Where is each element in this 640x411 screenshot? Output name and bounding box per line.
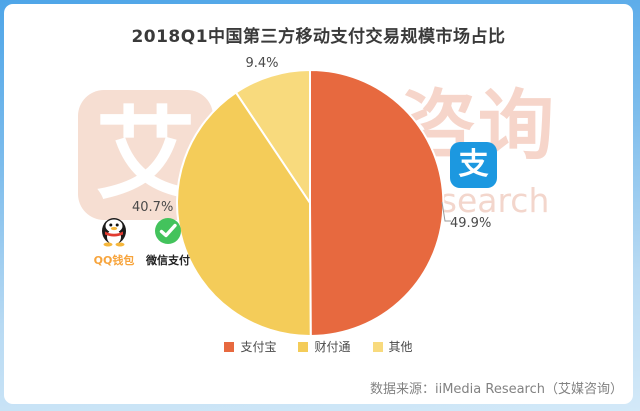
qq-wallet-label: QQ钱包	[93, 254, 135, 267]
watermark-layer: 艾 咨询 Research	[4, 4, 633, 404]
legend-label-alipay: 支付宝	[240, 340, 277, 354]
wechat-pay-label: 微信支付	[146, 254, 190, 267]
alipay-icon: 支	[450, 142, 497, 188]
pie-label-alipay: 49.9%	[450, 216, 492, 231]
qq-wallet-brand: QQ钱包	[92, 216, 136, 268]
legend-marker-alipay	[224, 341, 235, 352]
pie-slice-财付通	[176, 91, 312, 338]
alipay-leader-line	[441, 201, 451, 222]
legend-item-other: 其他	[372, 338, 413, 355]
data-source: 数据来源：iiMedia Research（艾媒咨询）	[369, 382, 623, 397]
legend-item-tenpay: 财付通	[298, 338, 351, 355]
legend-item-alipay: 支付宝	[224, 338, 276, 355]
pie-label-tenpay: 40.7%	[132, 200, 174, 215]
chart-legend: 支付宝 财付通 其他	[4, 338, 633, 355]
wechat-pay-brand: 微信支付	[142, 216, 194, 268]
legend-label-other: 其他	[388, 340, 413, 354]
pie-slice-其他	[234, 69, 311, 204]
page-title: 2018Q1中国第三方移动支付交易规模市场占比	[131, 27, 506, 47]
pie-label-other: 9.4%	[245, 56, 279, 71]
legend-marker-tenpay	[298, 341, 309, 352]
legend-label-tenpay: 财付通	[314, 340, 351, 354]
wechat-pay-icon	[155, 218, 181, 244]
chart-card: 艾 咨询 Research 2018Q1中国第三方移动支付交易规模市场占比 9.…	[4, 4, 633, 404]
legend-marker-other	[372, 341, 383, 352]
pie-slice-支付宝	[309, 68, 445, 337]
qq-penguin-icon	[102, 218, 126, 247]
pie-chart	[176, 68, 451, 338]
alipay-badge-char: 支	[458, 147, 489, 182]
